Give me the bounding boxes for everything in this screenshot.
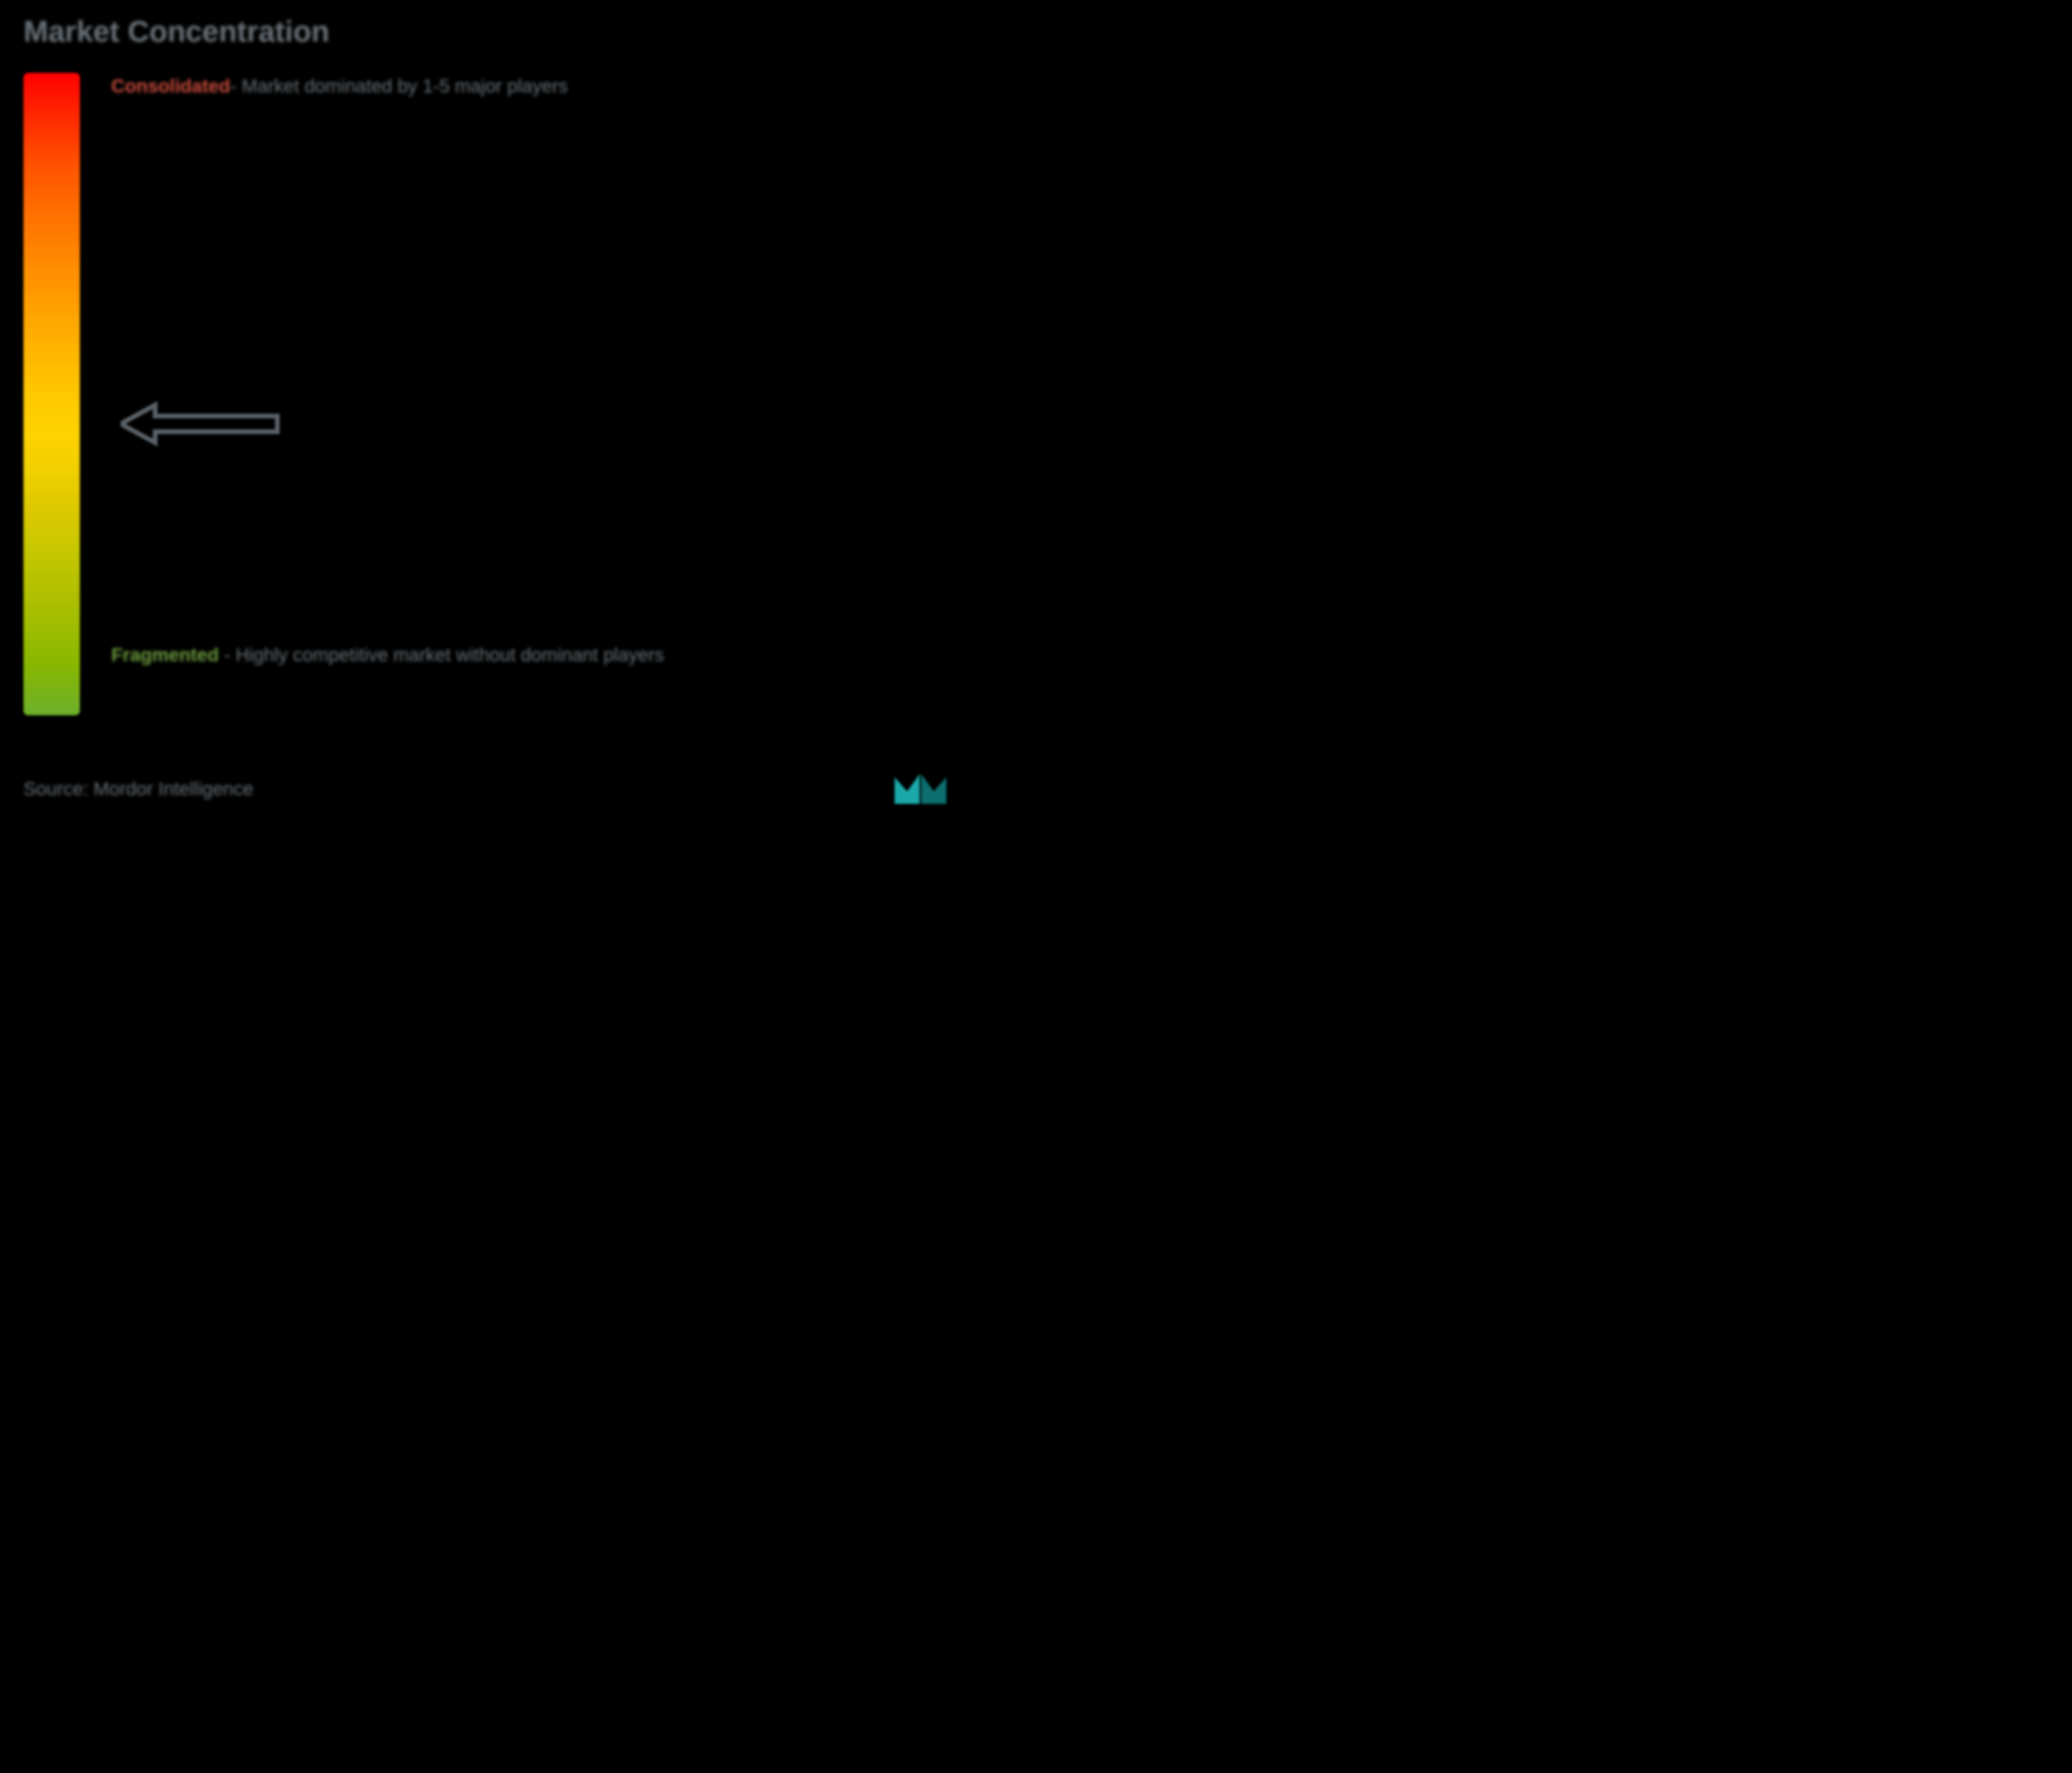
chart-body: Consolidated- Market dominated by 1-5 ma… — [24, 73, 948, 723]
labels-area: Consolidated- Market dominated by 1-5 ma… — [111, 73, 948, 723]
consolidated-keyword: Consolidated — [111, 76, 230, 97]
chart-footer: Source: Mordor Intelligence — [24, 769, 948, 809]
fragmented-keyword: Fragmented — [111, 645, 219, 666]
consolidated-description: - Market dominated by 1-5 major players — [230, 76, 568, 97]
chart-title: Market Concentration — [24, 16, 948, 49]
consolidated-label: Consolidated- Market dominated by 1-5 ma… — [111, 73, 568, 101]
mordor-logo-icon — [893, 769, 948, 809]
indicator-arrow-icon — [121, 400, 285, 451]
chart-container: Market Concentration Consolidated- Marke… — [0, 0, 971, 831]
fragmented-description: - Highly competitive market without domi… — [219, 645, 664, 666]
source-attribution: Source: Mordor Intelligence — [24, 779, 253, 801]
fragmented-label: Fragmented - Highly competitive market w… — [111, 637, 664, 675]
concentration-gradient-scale — [24, 73, 80, 715]
